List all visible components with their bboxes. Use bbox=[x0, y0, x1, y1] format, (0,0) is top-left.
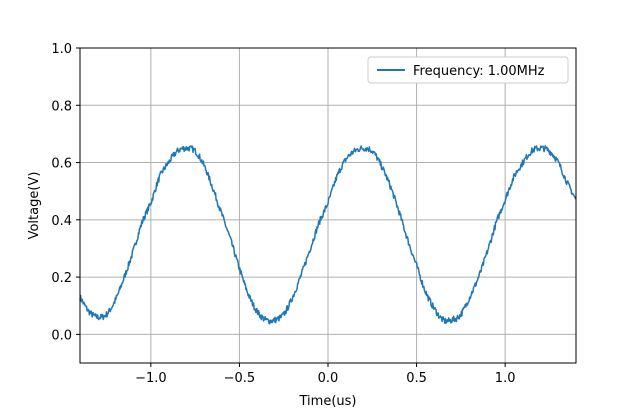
x-tick-label: 1.0 bbox=[495, 371, 516, 386]
series-layer bbox=[79, 145, 577, 325]
y-tick-label: 0.4 bbox=[51, 214, 72, 229]
y-tick-label: 1.0 bbox=[51, 42, 72, 57]
x-axis: −1.0 −0.5 0.0 0.5 1.0 bbox=[135, 363, 515, 386]
y-axis-label: Voltage(V) bbox=[27, 172, 42, 240]
x-axis-label: Time(us) bbox=[299, 394, 357, 409]
y-tick-label: 0.2 bbox=[51, 271, 72, 286]
legend: Frequency: 1.00MHz bbox=[367, 56, 569, 84]
y-tick-label: 0.0 bbox=[51, 328, 72, 343]
y-tick-label: 0.6 bbox=[51, 157, 72, 172]
legend-label: Frequency: 1.00MHz bbox=[413, 64, 545, 79]
x-tick-label: 0.5 bbox=[406, 371, 427, 386]
x-tick-label: −1.0 bbox=[135, 371, 167, 386]
x-tick-label: 0.0 bbox=[318, 371, 339, 386]
y-tick-label: 0.8 bbox=[51, 99, 72, 114]
legend-box bbox=[367, 56, 569, 84]
x-tick-label: −0.5 bbox=[224, 371, 256, 386]
series-line bbox=[79, 145, 577, 325]
y-axis: 0.0 0.2 0.4 0.6 0.8 1.0 bbox=[51, 42, 80, 343]
